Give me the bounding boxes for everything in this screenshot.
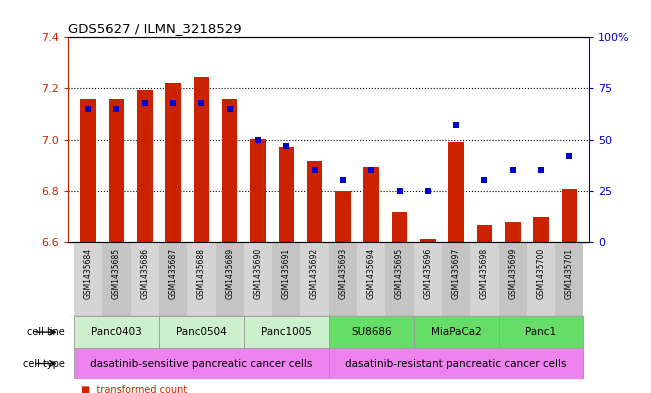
- Bar: [329, 316, 413, 348]
- Text: cell type: cell type: [23, 358, 65, 369]
- Bar: [385, 242, 413, 316]
- Bar: [159, 242, 187, 316]
- Point: [139, 99, 150, 106]
- Bar: [413, 242, 442, 316]
- Bar: [137, 90, 152, 242]
- Text: GSM1435685: GSM1435685: [112, 248, 121, 299]
- Bar: [392, 212, 408, 242]
- Bar: [222, 99, 238, 242]
- Bar: [74, 348, 329, 379]
- Bar: [335, 191, 351, 242]
- Text: SU8686: SU8686: [351, 327, 391, 337]
- Text: GSM1435687: GSM1435687: [169, 248, 178, 299]
- Bar: [301, 242, 329, 316]
- Point: [479, 177, 490, 184]
- Bar: [505, 222, 521, 242]
- Text: GSM1435694: GSM1435694: [367, 248, 376, 299]
- Bar: [279, 147, 294, 242]
- Text: Panc0504: Panc0504: [176, 327, 227, 337]
- Point: [395, 187, 405, 194]
- Text: GSM1435688: GSM1435688: [197, 248, 206, 299]
- Text: GSM1435684: GSM1435684: [84, 248, 92, 299]
- Point: [366, 167, 376, 173]
- Bar: [533, 217, 549, 242]
- Bar: [307, 161, 322, 242]
- Text: GSM1435686: GSM1435686: [140, 248, 149, 299]
- Point: [564, 153, 575, 159]
- Bar: [272, 242, 301, 316]
- Text: GDS5627 / ILMN_3218529: GDS5627 / ILMN_3218529: [68, 22, 242, 35]
- Text: GSM1435691: GSM1435691: [282, 248, 291, 299]
- Bar: [244, 242, 272, 316]
- Text: dasatinib-sensitive pancreatic cancer cells: dasatinib-sensitive pancreatic cancer ce…: [90, 358, 312, 369]
- Point: [536, 167, 546, 173]
- Bar: [363, 167, 379, 242]
- Bar: [159, 316, 244, 348]
- Bar: [357, 242, 385, 316]
- Bar: [562, 189, 577, 242]
- Text: GSM1435698: GSM1435698: [480, 248, 489, 299]
- Text: GSM1435693: GSM1435693: [339, 248, 348, 299]
- Point: [281, 143, 292, 149]
- Bar: [329, 348, 583, 379]
- Bar: [131, 242, 159, 316]
- Bar: [477, 225, 492, 242]
- Text: GSM1435689: GSM1435689: [225, 248, 234, 299]
- Text: Panc0403: Panc0403: [91, 327, 142, 337]
- Text: GSM1435699: GSM1435699: [508, 248, 518, 299]
- Text: Panc1: Panc1: [525, 327, 557, 337]
- Point: [309, 167, 320, 173]
- Text: cell line: cell line: [27, 327, 65, 337]
- Text: dasatinib-resistant pancreatic cancer cells: dasatinib-resistant pancreatic cancer ce…: [346, 358, 567, 369]
- Text: GSM1435697: GSM1435697: [452, 248, 461, 299]
- Bar: [499, 316, 583, 348]
- Bar: [109, 99, 124, 242]
- Point: [225, 106, 235, 112]
- Point: [508, 167, 518, 173]
- Text: GSM1435696: GSM1435696: [423, 248, 432, 299]
- Bar: [470, 242, 499, 316]
- Bar: [215, 242, 244, 316]
- Bar: [442, 242, 470, 316]
- Text: GSM1435701: GSM1435701: [565, 248, 574, 299]
- Bar: [527, 242, 555, 316]
- Bar: [420, 239, 436, 242]
- Point: [83, 106, 93, 112]
- Bar: [499, 242, 527, 316]
- Text: GSM1435690: GSM1435690: [253, 248, 262, 299]
- Bar: [250, 139, 266, 242]
- Text: Panc1005: Panc1005: [261, 327, 312, 337]
- Point: [422, 187, 433, 194]
- Point: [451, 122, 462, 129]
- Text: GSM1435692: GSM1435692: [310, 248, 319, 299]
- Bar: [555, 242, 583, 316]
- Bar: [80, 99, 96, 242]
- Bar: [193, 77, 209, 242]
- Bar: [102, 242, 131, 316]
- Bar: [329, 242, 357, 316]
- Bar: [413, 316, 499, 348]
- Bar: [74, 242, 102, 316]
- Point: [168, 99, 178, 106]
- Bar: [187, 242, 215, 316]
- Point: [338, 177, 348, 184]
- Text: MiaPaCa2: MiaPaCa2: [431, 327, 482, 337]
- Text: GSM1435700: GSM1435700: [536, 248, 546, 299]
- Point: [111, 106, 122, 112]
- Text: GSM1435695: GSM1435695: [395, 248, 404, 299]
- Point: [253, 136, 263, 143]
- Bar: [244, 316, 329, 348]
- Point: [196, 99, 206, 106]
- Text: ■  transformed count: ■ transformed count: [81, 385, 187, 393]
- Bar: [74, 316, 159, 348]
- Bar: [449, 141, 464, 242]
- Bar: [165, 83, 181, 242]
